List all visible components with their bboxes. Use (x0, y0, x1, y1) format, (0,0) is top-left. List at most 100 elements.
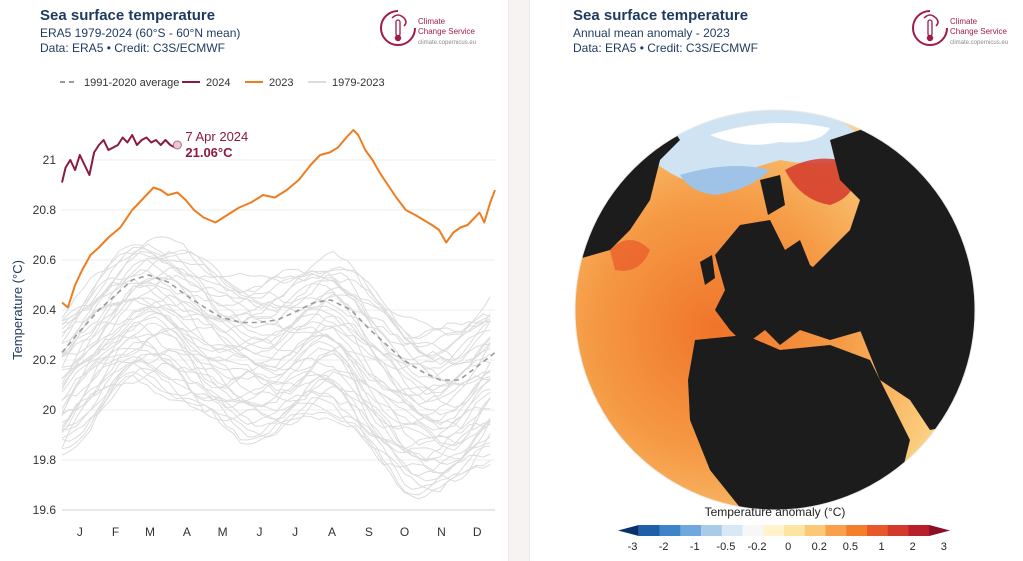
history-year-line (61, 294, 491, 409)
greenland-sea (680, 166, 770, 195)
history-year-line (61, 236, 491, 336)
logo-line1: Climate (950, 17, 978, 26)
history-year-line (61, 269, 491, 379)
chart-grid (62, 159, 495, 511)
colorbar-tick-label: 1 (878, 541, 884, 553)
series-line-average[interactable] (61, 274, 496, 381)
africa-landmass (688, 335, 910, 510)
colorbar-tick-label: 3 (941, 541, 947, 553)
colorbar-segment (825, 525, 847, 536)
colorbar: -3 -2 -1 -0.5 -0.2 0 0.2 0.5 1 2 3 (618, 525, 950, 553)
y-tick-label: 20 (43, 403, 57, 417)
colorbar-tick-label: -1 (690, 541, 700, 553)
y-tick-label: 20.8 (33, 203, 57, 217)
colorbar-segment (659, 525, 681, 536)
colorbar-segment (638, 525, 660, 536)
y-tick-label: 20.6 (33, 253, 57, 267)
history-year-line (61, 259, 491, 370)
line-chart: 1991-2020 average 2024 2023 1979-2023 19.61… (10, 77, 496, 539)
history-year-line (61, 327, 491, 447)
x-tick-label: M (218, 525, 228, 539)
x-tick-label: A (183, 525, 191, 539)
x-tick-label: J (256, 525, 262, 539)
colorbar-segment (867, 525, 889, 536)
latest-point-marker[interactable] (172, 140, 182, 150)
british-isles (700, 255, 715, 285)
chart-legend: 1991-2020 average 2024 2023 1979-2023 (60, 77, 385, 89)
x-tick-label: M (145, 525, 155, 539)
colorbar-segment (804, 525, 826, 536)
labrador-anomaly (610, 240, 650, 271)
map-subtitle: Annual mean anomaly - 2023 (573, 26, 730, 40)
colorbar-tick-label: -0.5 (716, 541, 735, 553)
x-tick-label: F (112, 525, 119, 539)
history-year-line (61, 316, 491, 431)
x-tick-label: S (365, 525, 373, 539)
history-year-line (61, 257, 491, 366)
colorbar-segment (887, 525, 909, 536)
colorbar-segment (680, 525, 702, 536)
polar-cap (710, 122, 830, 145)
europe-landmass (715, 220, 865, 345)
history-year-line (61, 243, 491, 357)
colorbar-arrow-low (618, 525, 639, 536)
chart-subtitle: ERA5 1979-2024 (60°S - 60°N mean) (40, 26, 241, 40)
history-year-line (61, 312, 491, 430)
x-tick-label: O (400, 525, 409, 539)
series-lines (61, 129, 496, 381)
history-year-line (61, 322, 491, 446)
map-panel: Sea surface temperature Annual mean anom… (530, 0, 1023, 561)
logo-line2: Change Service (950, 27, 1007, 36)
history-year-line (61, 375, 491, 500)
colorbar-segment (742, 525, 764, 536)
line-chart-panel: Sea surface temperature ERA5 1979-2024 (… (0, 0, 508, 561)
chart-axes: 19.6 19.8 20 20.2 20.4 20.6 20.8 21 J F M A M J J A S O N D… (10, 153, 495, 539)
history-year-line (61, 371, 491, 496)
scandinavia-landmass (760, 175, 785, 215)
series-line-2023[interactable] (61, 129, 496, 309)
colorbar-arrow-high (929, 525, 950, 536)
colorbar-segment (763, 525, 785, 536)
x-tick-label: D (473, 525, 482, 539)
series-line-2024[interactable] (61, 134, 179, 183)
history-year-line (61, 246, 491, 348)
colorbar-segment (846, 525, 868, 536)
chart-credit: Data: ERA5 • Credit: C3S/ECMWF (40, 41, 225, 55)
map-title: Sea surface temperature (573, 7, 749, 24)
history-year-line (61, 322, 491, 438)
logo-url: climate.copernicus.eu (418, 40, 477, 46)
history-year-line (61, 362, 491, 482)
chart-title: Sea surface temperature (40, 7, 216, 24)
history-year-line (61, 298, 491, 396)
legend-label: 2024 (206, 77, 230, 89)
y-tick-label: 19.8 (33, 453, 57, 467)
colorbar-segment (908, 525, 930, 536)
logo-line1: Climate (418, 17, 446, 26)
colorbar-tick-label: -2 (659, 541, 669, 553)
x-tick-label: J (77, 525, 83, 539)
history-year-line (61, 326, 491, 430)
history-year-line (61, 306, 491, 416)
history-lines (61, 236, 491, 500)
history-year-line (61, 297, 491, 416)
x-tick-label: J (292, 525, 298, 539)
history-year-line (61, 244, 491, 340)
x-tick-label: N (437, 525, 446, 539)
x-tick-label: A (328, 525, 336, 539)
y-tick-label: 19.6 (33, 503, 57, 517)
globe-outline (574, 109, 976, 511)
colorbar-tick-label: 2 (910, 541, 916, 553)
history-year-line (61, 353, 491, 474)
history-year-line (61, 353, 491, 465)
history-year-line (61, 356, 491, 477)
colorbar-tick-label: 0 (785, 541, 791, 553)
asia-landmass (810, 120, 975, 430)
panel-divider (508, 0, 530, 561)
history-year-line (61, 284, 491, 396)
chart-annotation: 7 Apr 2024 21.06°C (172, 129, 248, 160)
copernicus-logo (378, 8, 418, 48)
history-year-line (61, 266, 491, 365)
colorbar-segment (701, 525, 723, 536)
y-tick-label: 21 (43, 153, 57, 167)
legend-label: 2023 (269, 77, 293, 89)
